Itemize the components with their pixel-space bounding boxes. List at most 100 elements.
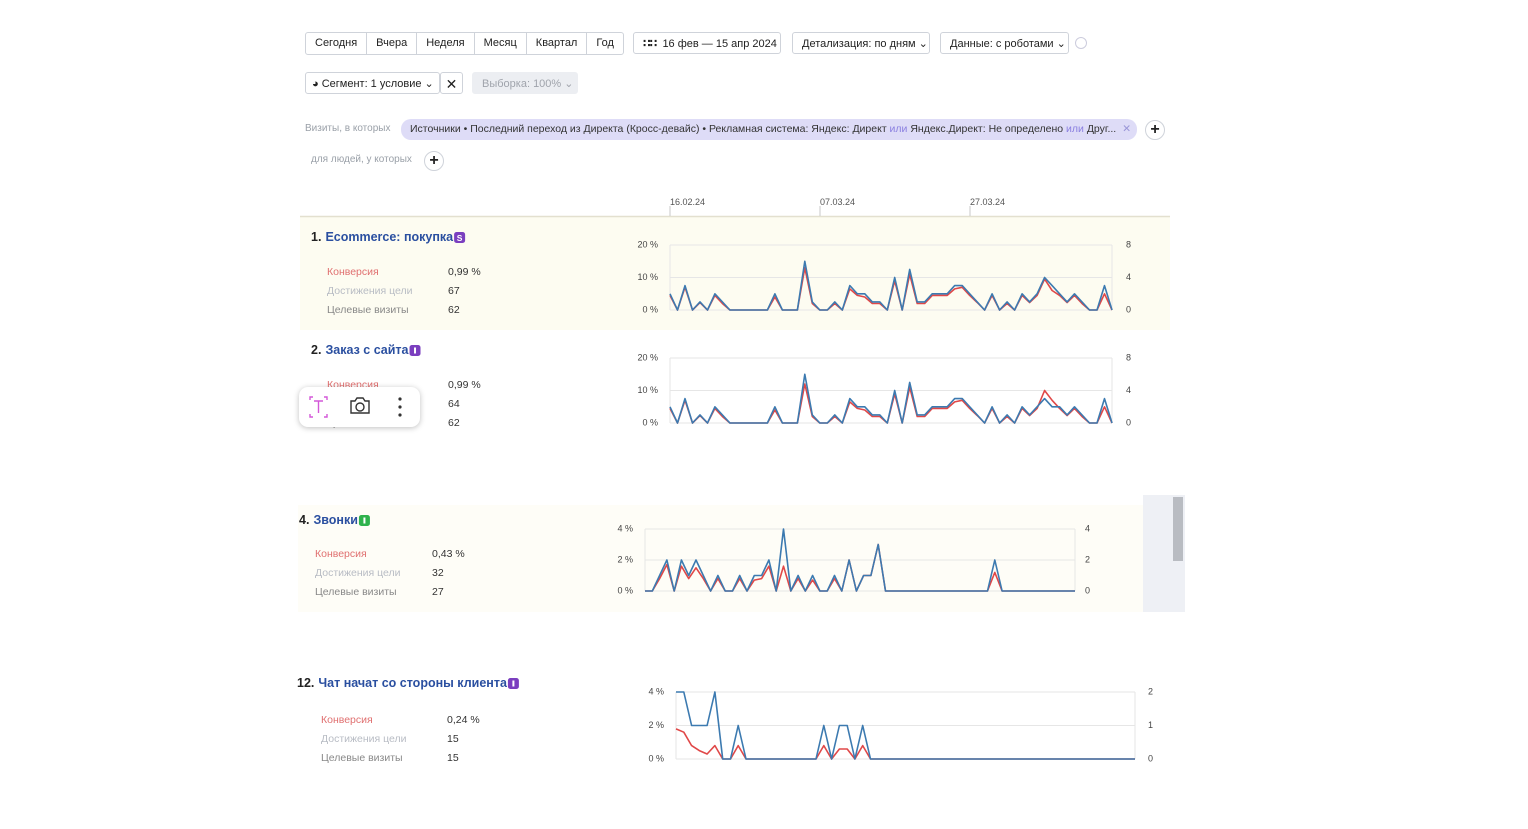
y-tick-label: 0 % bbox=[642, 304, 658, 314]
y-tick-label: 4 % bbox=[617, 523, 633, 533]
y-tick-label: 0 % bbox=[617, 585, 633, 595]
y-tick-label: 4 % bbox=[648, 686, 664, 696]
goal-number: 2. bbox=[311, 343, 321, 357]
metric-value: 67 bbox=[448, 285, 460, 297]
period-group: Сегодня Вчера Неделя Месяц Квартал Год bbox=[305, 32, 624, 55]
y-tick-label: 0 % bbox=[642, 417, 658, 427]
metric-value: 32 bbox=[432, 567, 444, 579]
goal-number: 1. bbox=[311, 230, 321, 244]
series-line bbox=[676, 691, 1135, 760]
series-line bbox=[669, 373, 1113, 424]
add-people-condition[interactable]: + bbox=[424, 151, 444, 171]
y2-tick-label: 8 bbox=[1126, 239, 1131, 249]
y2-tick-label: 4 bbox=[1126, 272, 1131, 282]
scrollbar-thumb[interactable] bbox=[1173, 497, 1183, 561]
goal-number: 4. bbox=[299, 513, 309, 527]
period-button[interactable]: Квартал bbox=[526, 32, 588, 55]
filter-value: Друг... bbox=[1086, 123, 1117, 135]
sample-label: Выборка: 100% bbox=[482, 78, 562, 90]
metric-label: Достижения цели bbox=[327, 285, 413, 297]
metric-label: Целевые визиты bbox=[327, 304, 409, 316]
y2-tick-label: 0 bbox=[1085, 585, 1090, 595]
metric-label: Целевые визиты bbox=[321, 752, 403, 764]
y2-tick-label: 4 bbox=[1085, 523, 1090, 533]
or-word: или bbox=[1066, 123, 1084, 135]
period-button[interactable]: Вчера bbox=[367, 32, 418, 55]
segment-clear[interactable]: ✕ bbox=[440, 72, 463, 94]
series-line bbox=[669, 260, 1113, 311]
metric-value: 62 bbox=[448, 304, 460, 316]
detail-button[interactable]: Детализация: по дням ⌄ bbox=[792, 32, 930, 54]
goal-title[interactable]: Ecommerce: покупка bbox=[325, 230, 454, 244]
chip-close[interactable]: ✕ bbox=[1122, 123, 1131, 135]
detail-label: Детализация: по дням bbox=[802, 38, 916, 50]
segment-button[interactable]: ◕ Сегмент: 1 условие ⌄ bbox=[305, 72, 440, 94]
more-icon[interactable] bbox=[398, 397, 402, 417]
metric-label: Конверсия bbox=[315, 548, 367, 560]
date-range-button[interactable]: ∷∷ 16 фев — 15 апр 2024 bbox=[633, 32, 781, 54]
goal-title[interactable]: Заказ с сайта bbox=[325, 343, 409, 357]
metric-label: Целевые визиты bbox=[315, 586, 397, 598]
period-button[interactable]: Неделя bbox=[417, 32, 475, 55]
goal-title[interactable]: Звонки bbox=[313, 513, 357, 527]
y-tick-label: 2 % bbox=[648, 720, 664, 730]
y2-tick-label: 2 bbox=[1085, 554, 1090, 564]
goal-heading: 1. Ecommerce: покупка bbox=[311, 230, 454, 244]
y2-tick-label: 0 bbox=[1126, 304, 1131, 314]
people-label: для людей, у которых bbox=[311, 154, 412, 165]
highlight-row bbox=[300, 217, 1170, 330]
timeline-label: 16.02.24 bbox=[670, 197, 705, 207]
goal-heading: 2. Заказ с сайта bbox=[311, 343, 410, 357]
period-button[interactable]: Сегодня bbox=[305, 32, 368, 55]
filter-value: Яндекс.Директ: Не определено bbox=[910, 123, 1064, 135]
filter-condition: Источники • Последний переход из Директа… bbox=[410, 123, 887, 135]
metric-label: Достижения цели bbox=[315, 567, 401, 579]
y2-tick-label: 4 bbox=[1126, 385, 1131, 395]
goal-badge-text: S bbox=[457, 233, 463, 243]
y-tick-label: 20 % bbox=[637, 352, 658, 362]
period-button[interactable]: Год bbox=[587, 32, 624, 55]
y-tick-label: 2 % bbox=[617, 554, 633, 564]
filter-chip[interactable]: Источники • Последний переход из Директа… bbox=[401, 119, 1137, 140]
y-tick-label: 0 % bbox=[648, 753, 664, 763]
visits-label: Визиты, в которых bbox=[305, 123, 391, 134]
timeline-label: 07.03.24 bbox=[820, 197, 855, 207]
camera-icon[interactable] bbox=[350, 397, 370, 414]
metric-label: Конверсия bbox=[327, 266, 379, 278]
y2-tick-label: 0 bbox=[1148, 753, 1153, 763]
metric-label: Достижения цели bbox=[321, 733, 407, 745]
floating-icons bbox=[309, 396, 402, 418]
period-button[interactable]: Месяц bbox=[474, 32, 527, 55]
data-mode-label: Данные: с роботами bbox=[950, 38, 1054, 50]
metric-value: 62 bbox=[448, 417, 460, 429]
metric-value: 27 bbox=[432, 586, 444, 598]
y2-tick-label: 8 bbox=[1126, 352, 1131, 362]
add-visit-condition[interactable]: + bbox=[1145, 120, 1165, 140]
goal-badge bbox=[454, 232, 466, 243]
sample-button[interactable]: Выборка: 100% ⌄ bbox=[472, 72, 578, 94]
metric-value: 0,99 % bbox=[448, 379, 481, 391]
y2-tick-label: 1 bbox=[1148, 720, 1153, 730]
metric-value: 0,24 % bbox=[447, 714, 480, 726]
y2-tick-label: 0 bbox=[1126, 417, 1131, 427]
metric-value: 15 bbox=[447, 733, 459, 745]
goal-badge-mark bbox=[363, 517, 366, 524]
help-icon[interactable] bbox=[1075, 37, 1087, 49]
metric-value: 0,99 % bbox=[448, 266, 481, 278]
row-background bbox=[298, 505, 1144, 612]
segment-label: Сегмент: 1 условие bbox=[321, 78, 422, 90]
data-mode-button[interactable]: Данные: с роботами ⌄ bbox=[940, 32, 1069, 54]
series-line bbox=[645, 528, 1075, 592]
y-tick-label: 20 % bbox=[637, 239, 658, 249]
goal-heading: 12. Чат начат со стороны клиента bbox=[297, 676, 508, 690]
y-tick-label: 10 % bbox=[637, 272, 658, 282]
date-range: 16 фев — 15 апр 2024 bbox=[662, 38, 777, 50]
text-recognize-icon[interactable] bbox=[309, 396, 328, 418]
metric-value: 0,43 % bbox=[432, 548, 465, 560]
goal-title[interactable]: Чат начат со стороны клиента bbox=[318, 676, 508, 690]
goal-badge-mark bbox=[512, 680, 515, 687]
or-word: или bbox=[889, 123, 908, 135]
metric-label: Конверсия bbox=[321, 714, 373, 726]
